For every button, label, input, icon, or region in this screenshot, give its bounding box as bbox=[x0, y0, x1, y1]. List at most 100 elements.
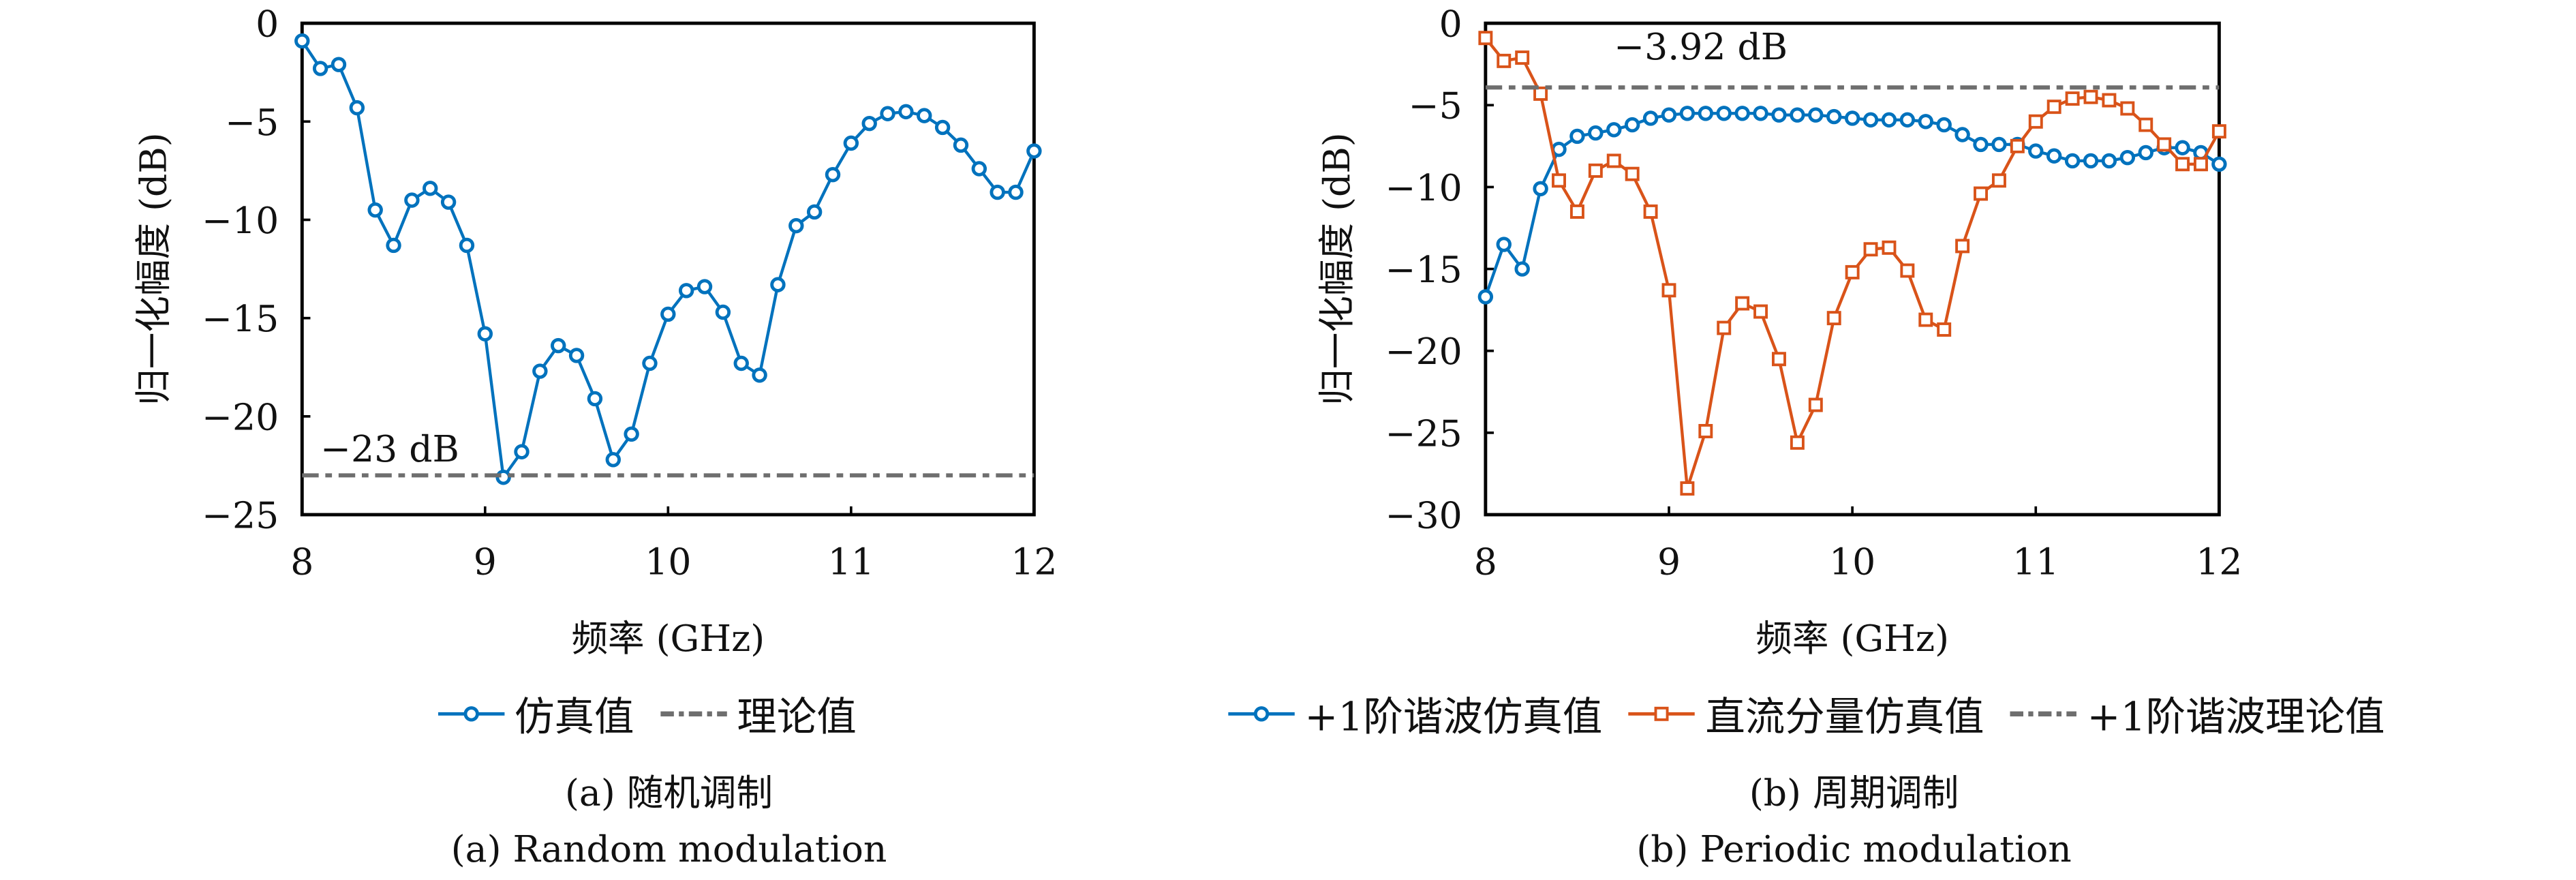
legend-item: +1阶谐波理论值 bbox=[2008, 684, 2385, 742]
data-point-circle bbox=[386, 237, 401, 254]
data-point-square bbox=[2028, 114, 2043, 129]
annotation-label: −23 dB bbox=[320, 427, 459, 470]
chart-b: 8 9 10 11 12 0 −5 −10 −15 −20 −25 −30 频率 (GHz) 归一化幅度 … bbox=[1315, 3, 2242, 660]
data-point-circle bbox=[423, 181, 438, 196]
data-point-circle bbox=[1844, 110, 1860, 126]
y-tick-label: −15 bbox=[202, 297, 279, 340]
data-point-circle bbox=[880, 106, 895, 121]
data-point-circle bbox=[312, 61, 328, 76]
data-point-square bbox=[1808, 397, 1823, 412]
y-tick-label: −5 bbox=[1409, 85, 1462, 127]
data-point-square bbox=[1845, 264, 1860, 279]
series-line-0 bbox=[301, 40, 1036, 482]
data-point-circle bbox=[1496, 237, 1512, 252]
data-point-square bbox=[2175, 157, 2190, 172]
data-point-square bbox=[1478, 31, 1493, 46]
legend-item: +1阶谐波仿真值 bbox=[1225, 684, 1602, 742]
data-point-circle bbox=[2119, 149, 2136, 166]
data-point-square bbox=[1900, 263, 1915, 278]
data-point-circle bbox=[971, 161, 987, 177]
x-tick-label: 9 bbox=[1657, 541, 1681, 583]
legend-circle-marker-icon bbox=[1228, 705, 1295, 721]
data-point-circle bbox=[678, 283, 694, 299]
data-point-circle bbox=[770, 277, 786, 292]
data-point-circle bbox=[2083, 153, 2099, 169]
data-point-square bbox=[1991, 173, 2006, 188]
data-point-circle bbox=[1569, 128, 1585, 145]
data-point-square bbox=[1569, 204, 1584, 219]
data-point-circle bbox=[1771, 107, 1787, 123]
data-point-square bbox=[2083, 89, 2098, 104]
data-point-circle bbox=[605, 452, 621, 468]
y-tick-label: −30 bbox=[1385, 494, 1462, 537]
y-tick-label: −25 bbox=[1385, 412, 1462, 455]
data-point-square bbox=[1863, 242, 1878, 257]
x-tick-label: 9 bbox=[474, 541, 497, 583]
data-point-square bbox=[1625, 166, 1640, 181]
data-point-circle bbox=[1679, 106, 1696, 121]
data-point-circle bbox=[294, 33, 310, 49]
data-point-circle bbox=[1899, 112, 1916, 128]
data-point-circle bbox=[1954, 127, 1970, 142]
data-point-circle bbox=[1973, 136, 1989, 153]
x-tick-label: 11 bbox=[828, 541, 874, 583]
data-point-square bbox=[1588, 163, 1603, 178]
legend-item: 仿真值 bbox=[435, 684, 634, 742]
y-axis-label: 归一化幅度 (dB) bbox=[1315, 132, 1358, 405]
data-point-circle bbox=[514, 444, 530, 459]
data-point-circle bbox=[1514, 261, 1530, 277]
legend-label: 直流分量仿真值 bbox=[1705, 694, 1984, 741]
data-point-square bbox=[1955, 239, 1970, 254]
caption-b: (b) 周期调制 (b) Periodic modulation bbox=[1517, 767, 2191, 880]
data-point-circle bbox=[367, 202, 383, 218]
data-point-square bbox=[1497, 53, 1512, 68]
chart-a: 8 9 10 11 12 0 −5 −10 −15 −20 −25 频率 (GHz) 归一化幅度 (dB… bbox=[132, 3, 1058, 660]
x-tick-label: 11 bbox=[2012, 541, 2059, 583]
y-tick-label: −25 bbox=[202, 494, 279, 537]
y-tick-label: −5 bbox=[225, 101, 279, 144]
data-point-square bbox=[1974, 186, 1988, 201]
y-tick-label: 0 bbox=[1439, 3, 1462, 46]
data-point-circle bbox=[1624, 117, 1640, 133]
data-point-circle bbox=[1826, 108, 1842, 125]
data-point-circle bbox=[990, 184, 1005, 200]
data-point-circle bbox=[440, 194, 457, 210]
data-point-circle bbox=[1661, 107, 1677, 123]
x-tick-label: 8 bbox=[1474, 541, 1497, 583]
legend-label: +1阶谐波理论值 bbox=[2087, 694, 2385, 741]
data-point-square bbox=[2211, 124, 2226, 139]
data-point-square bbox=[1533, 86, 1548, 101]
data-point-square bbox=[1772, 352, 1786, 367]
data-point-circle bbox=[1790, 107, 1805, 123]
data-point-circle bbox=[1606, 122, 1622, 138]
x-tick-label: 12 bbox=[2196, 541, 2242, 583]
legend-label: 仿真值 bbox=[515, 694, 634, 741]
data-point-circle bbox=[898, 104, 914, 120]
data-point-circle bbox=[752, 367, 767, 383]
data-point-circle bbox=[1477, 289, 1494, 305]
annotation-label: −3.92 dB bbox=[1614, 25, 1788, 68]
data-point-circle bbox=[349, 100, 365, 116]
legend-item: 直流分量仿真值 bbox=[1625, 684, 1984, 742]
y-tick-label: 0 bbox=[256, 3, 279, 46]
x-tick-label: 12 bbox=[1011, 541, 1057, 583]
data-point-square bbox=[1515, 50, 1530, 65]
data-point-circle bbox=[2175, 140, 2190, 155]
data-point-circle bbox=[806, 204, 823, 220]
data-point-circle bbox=[1862, 112, 1879, 128]
x-tick-label: 10 bbox=[1829, 541, 1875, 583]
data-point-circle bbox=[477, 326, 493, 342]
data-point-square bbox=[1661, 283, 1676, 298]
data-point-circle bbox=[1734, 106, 1750, 121]
caption-a-en: (a) Random modulation bbox=[450, 830, 887, 872]
data-point-circle bbox=[404, 192, 420, 208]
legend-dashdot-icon bbox=[2010, 710, 2077, 716]
data-point-circle bbox=[1026, 143, 1042, 159]
data-point-circle bbox=[1936, 117, 1952, 133]
y-tick-label: −10 bbox=[1385, 166, 1462, 209]
caption-b-cn: (b) 周期调制 bbox=[1749, 773, 1959, 815]
data-point-circle bbox=[2028, 143, 2044, 159]
data-point-circle bbox=[331, 57, 347, 72]
legend-square-marker-icon bbox=[1629, 705, 1696, 720]
